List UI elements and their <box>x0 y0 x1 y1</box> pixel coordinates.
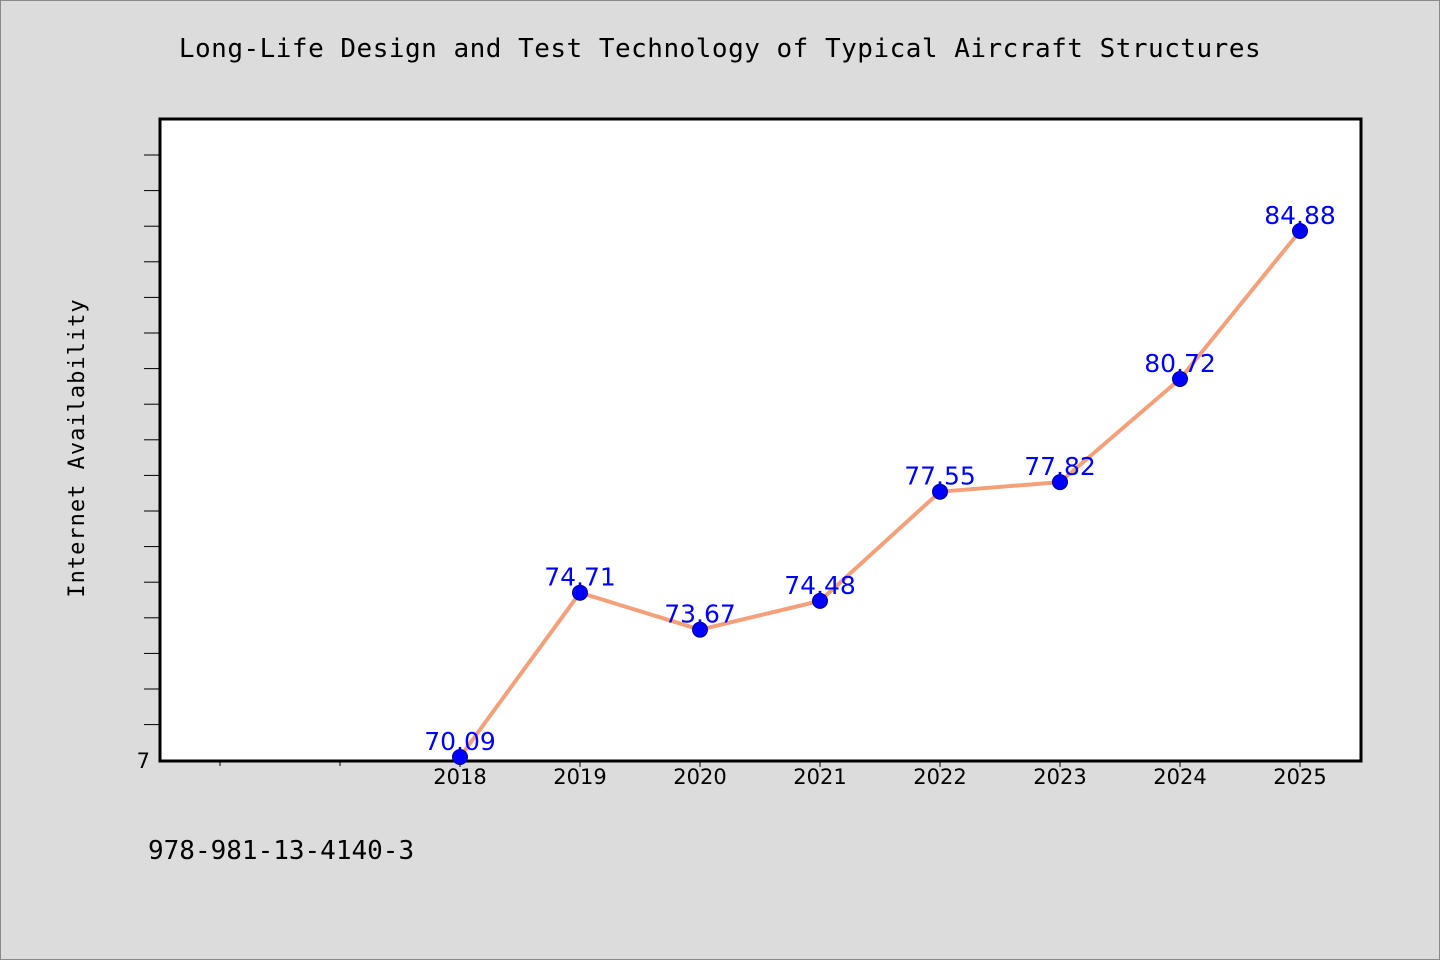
data-label: 77.55 <box>904 462 976 491</box>
data-label: 84.88 <box>1264 201 1336 230</box>
x-tick-label: 2018 <box>433 765 486 789</box>
data-point <box>1292 223 1308 239</box>
data-point <box>452 749 468 765</box>
data-point <box>1052 474 1068 491</box>
y-tick-label: 7 <box>137 749 150 773</box>
series-layer <box>452 223 1308 765</box>
data-label: 73.67 <box>664 600 736 629</box>
data-label: 70.09 <box>424 727 496 756</box>
data-point <box>932 483 948 500</box>
data-point <box>572 584 588 601</box>
data-label: 80.72 <box>1144 349 1216 378</box>
x-tick-label: 2019 <box>553 765 606 789</box>
data-point <box>1172 370 1188 387</box>
footer-note: 978-981-13-4140-3 <box>148 836 415 866</box>
x-tick-label: 2022 <box>913 765 966 789</box>
data-label: 77.82 <box>1024 452 1096 481</box>
chart-title: Long-Life Design and Test Technology of … <box>178 34 1262 64</box>
series-line <box>458 229 1302 759</box>
y-axis-ticks <box>144 154 159 726</box>
data-point <box>692 621 708 638</box>
x-tick-label: 2021 <box>793 765 846 789</box>
plot-area <box>158 117 1363 763</box>
data-label: 74.48 <box>784 571 856 600</box>
data-labels-layer: 70.09 74.71 73.67 74.48 77.55 77.82 80.72 84.88 <box>424 201 1336 756</box>
y-axis-label: Internet Availability <box>65 298 90 597</box>
x-tick-label: 2023 <box>1033 765 1086 789</box>
x-axis-ticks: 2018 2019 2020 2021 2022 2023 2024 2025 <box>219 761 1327 789</box>
x-tick-label: 2024 <box>1153 765 1206 789</box>
x-tick-label: 2020 <box>673 765 726 789</box>
x-tick-label: 2025 <box>1273 765 1326 789</box>
data-label: 74.71 <box>544 563 616 592</box>
data-point <box>812 592 828 609</box>
